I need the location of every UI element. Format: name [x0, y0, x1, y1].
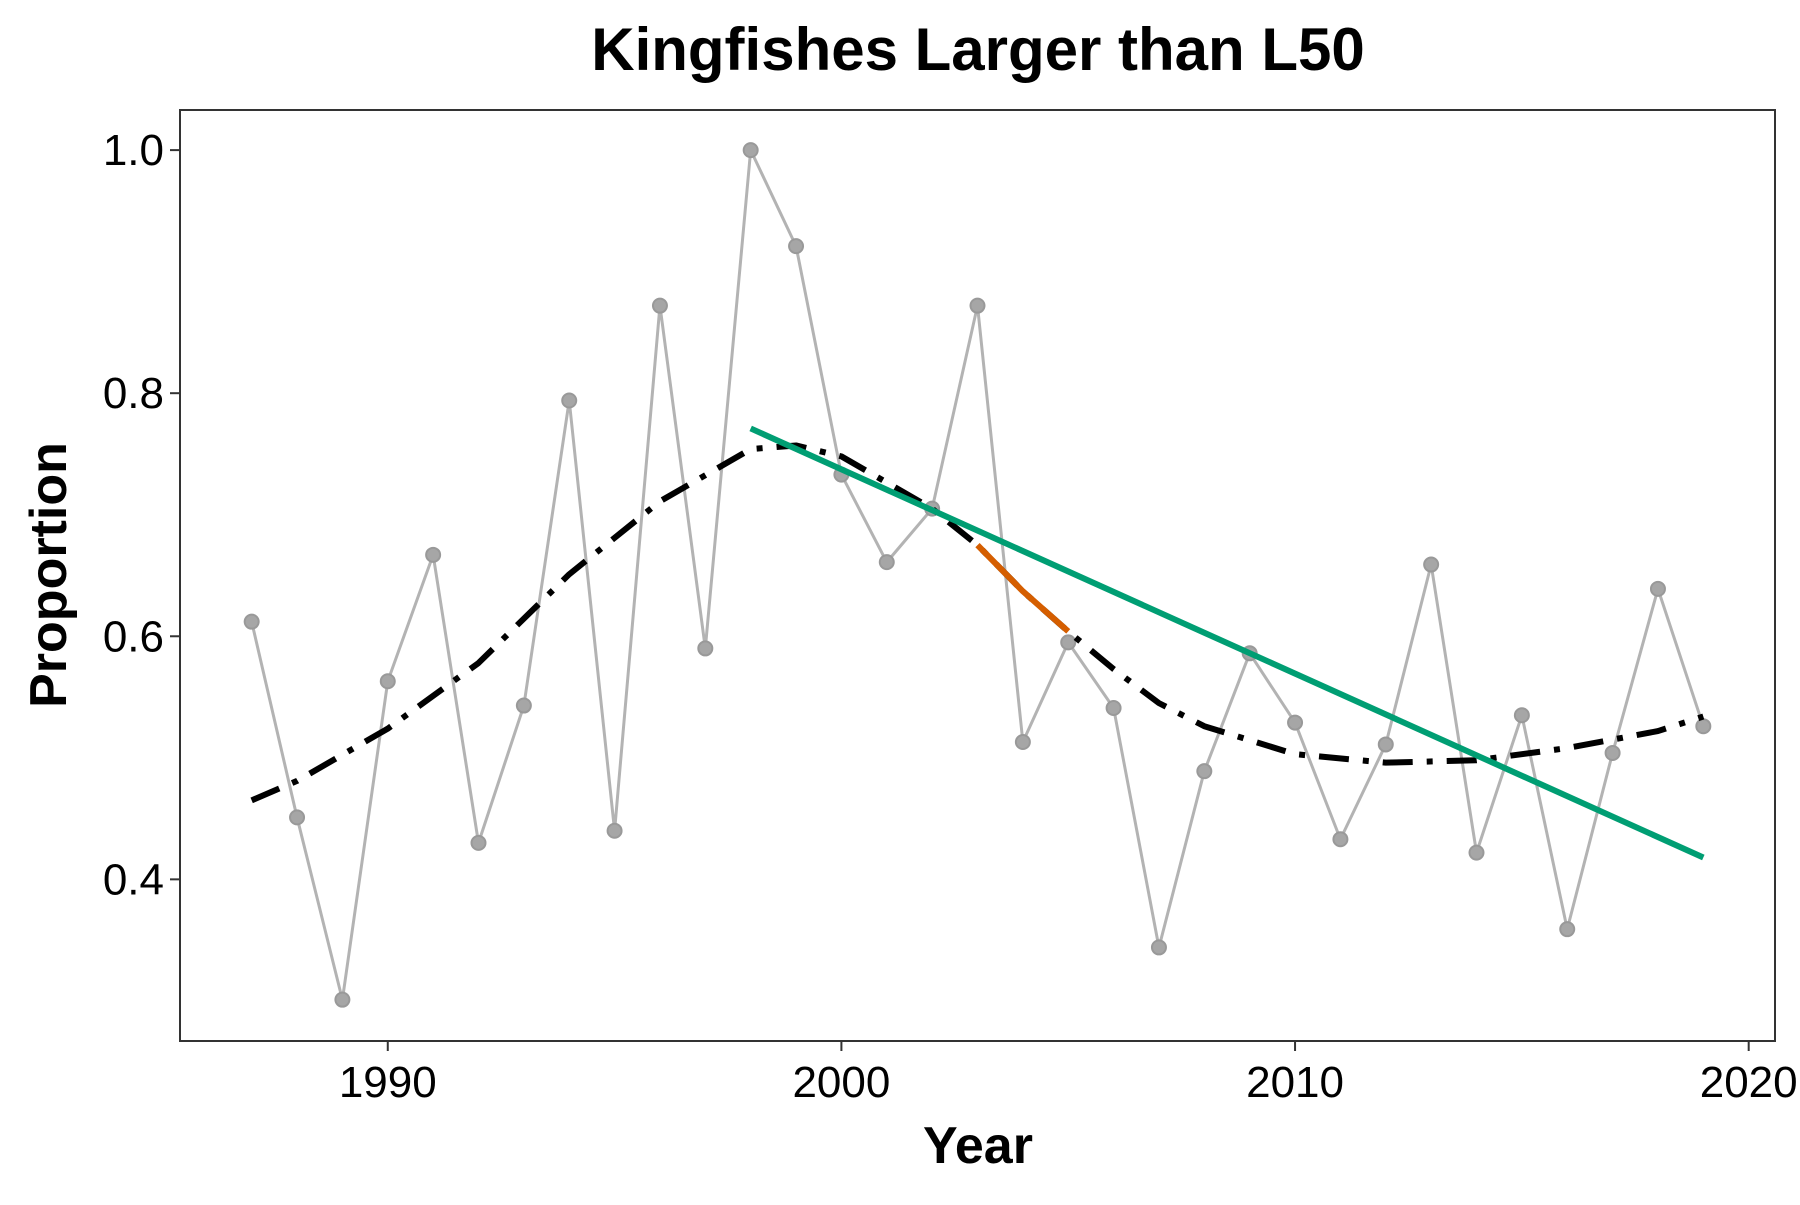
- x-tick-label: 2020: [1700, 1058, 1798, 1107]
- data-point: [651, 297, 668, 314]
- data-point: [243, 613, 260, 630]
- data-point: [1377, 736, 1394, 753]
- data-point: [515, 697, 532, 714]
- data-point: [1332, 831, 1349, 848]
- data-point: [379, 673, 396, 690]
- x-axis-label: Year: [923, 1117, 1033, 1175]
- data-point: [1468, 844, 1485, 861]
- data-point: [1105, 699, 1122, 716]
- data-point: [425, 546, 442, 563]
- data-point: [1649, 580, 1666, 597]
- data-point: [470, 834, 487, 851]
- data-point: [1695, 718, 1712, 735]
- data-point: [788, 238, 805, 255]
- x-tick-label: 1990: [339, 1058, 437, 1107]
- data-point: [1423, 556, 1440, 573]
- data-point: [1060, 634, 1077, 651]
- data-point: [1287, 714, 1304, 731]
- data-point: [1196, 763, 1213, 780]
- y-tick-label: 0.4: [103, 855, 164, 904]
- data-point: [742, 142, 759, 159]
- data-point: [334, 991, 351, 1008]
- data-point: [878, 554, 895, 571]
- plot-border: [179, 109, 1776, 1042]
- data-point: [1513, 707, 1530, 724]
- x-tick-label: 2000: [792, 1058, 890, 1107]
- y-tick-label: 0.8: [103, 369, 164, 418]
- y-tick-label: 0.6: [103, 612, 164, 661]
- chart-title: Kingfishes Larger than L50: [591, 16, 1365, 83]
- data-point: [1014, 734, 1031, 751]
- series-line: [749, 425, 1705, 861]
- data-point: [1559, 921, 1576, 938]
- data-point: [1604, 744, 1621, 761]
- y-axis-label: Proportion: [20, 442, 78, 708]
- series-line: [975, 543, 1071, 634]
- data-point: [697, 640, 714, 657]
- data-point: [1150, 939, 1167, 956]
- y-tick-label: 1.0: [103, 126, 164, 175]
- series-line: [250, 442, 1705, 804]
- data-point: [969, 297, 986, 314]
- x-tick-label: 2010: [1246, 1058, 1344, 1107]
- data-point: [561, 392, 578, 409]
- series-line: [250, 148, 1705, 1002]
- data-point: [289, 809, 306, 826]
- data-point: [606, 822, 623, 839]
